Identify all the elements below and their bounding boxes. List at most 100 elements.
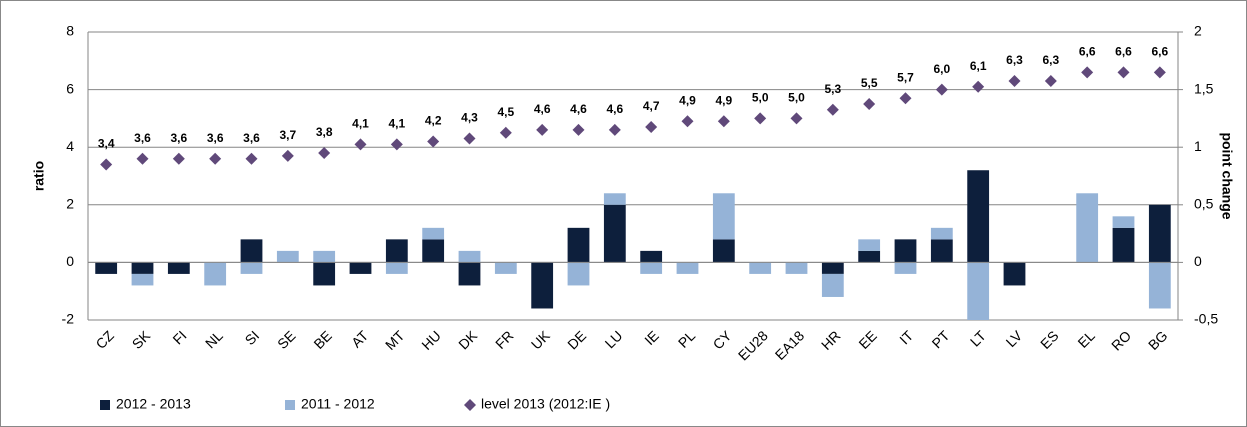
data-label: 3,8 — [316, 125, 333, 139]
data-label: 6,1 — [970, 59, 987, 73]
diamond-marker — [136, 152, 149, 165]
bar — [422, 239, 445, 263]
data-label: 4,7 — [643, 99, 660, 113]
bar — [131, 262, 154, 274]
diamond-marker — [1153, 66, 1166, 79]
diamond-marker — [536, 123, 549, 136]
bar — [204, 262, 227, 286]
bar — [712, 239, 735, 263]
bar — [821, 262, 844, 274]
diamond-marker — [318, 146, 331, 159]
diamond-marker — [608, 123, 621, 136]
bar — [894, 239, 917, 263]
data-label: 4,1 — [352, 116, 369, 130]
legend-swatch — [464, 399, 476, 411]
data-label: 4,6 — [570, 102, 587, 116]
bar — [930, 239, 953, 263]
diamond-marker — [863, 98, 876, 110]
diamond-marker — [935, 83, 948, 96]
y2-tick-label: -0,5 — [1194, 311, 1218, 327]
bar — [494, 262, 517, 274]
data-label: 4,5 — [497, 105, 514, 119]
bar — [1112, 216, 1135, 228]
y2-tick-label: 0,5 — [1194, 196, 1214, 212]
diamond-marker — [826, 103, 839, 116]
data-label: 5,3 — [824, 82, 841, 96]
data-label: 3,6 — [134, 131, 151, 145]
bar — [531, 262, 554, 309]
bar — [1148, 204, 1171, 263]
diamond-marker — [209, 152, 222, 165]
bar — [1148, 262, 1171, 309]
bar — [1003, 262, 1026, 286]
bar — [385, 239, 408, 263]
bar — [385, 262, 408, 274]
bar — [240, 262, 263, 274]
bar — [858, 239, 881, 251]
bar — [967, 262, 990, 320]
diamond-marker — [463, 132, 476, 145]
bar — [712, 193, 735, 240]
diamond-marker — [1117, 66, 1130, 79]
diamond-marker — [899, 92, 912, 105]
legend-swatch — [285, 400, 295, 410]
bar — [603, 204, 626, 263]
diamond-marker — [1081, 66, 1094, 79]
y-tick-label: 4 — [66, 138, 74, 154]
data-label: 3,6 — [170, 131, 187, 145]
diamond-marker — [1044, 74, 1057, 87]
data-label: 3,6 — [207, 131, 224, 145]
data-label: 3,6 — [243, 131, 260, 145]
diamond-marker — [245, 152, 258, 165]
y-tick-label: 0 — [66, 253, 74, 269]
bar — [967, 170, 990, 263]
y2-tick-label: 1 — [1194, 138, 1202, 154]
bar — [1076, 193, 1099, 263]
legend-label: level 2013 (2012:IE ) — [481, 396, 610, 412]
y-tick-label: 8 — [66, 23, 74, 39]
diamond-marker — [572, 123, 585, 136]
bar — [676, 262, 699, 274]
data-label: 5,5 — [861, 76, 878, 90]
bar — [567, 227, 590, 263]
bar — [422, 227, 445, 240]
bar — [167, 262, 190, 274]
bar — [567, 262, 590, 286]
legend-label: 2011 - 2012 — [301, 396, 375, 412]
diamond-marker — [281, 149, 294, 162]
bar — [131, 273, 154, 286]
diamond-marker — [100, 158, 113, 171]
diamond-marker — [681, 115, 694, 128]
data-label: 3,4 — [98, 137, 115, 151]
bar — [749, 262, 772, 274]
data-label: 6,0 — [933, 62, 950, 76]
data-label: 4,6 — [534, 102, 551, 116]
data-label: 4,6 — [606, 102, 623, 116]
data-label: 5,0 — [788, 91, 805, 105]
bar — [640, 250, 663, 263]
data-label: 5,0 — [752, 91, 769, 105]
data-label: 3,7 — [279, 128, 296, 142]
diamond-marker — [717, 115, 730, 128]
diamond-marker — [645, 121, 658, 134]
data-label: 6,6 — [1151, 44, 1168, 58]
y-tick-label: 6 — [66, 80, 74, 96]
y-tick-label: -2 — [62, 311, 75, 327]
diamond-marker — [1008, 74, 1021, 87]
legend-label: 2012 - 2013 — [116, 396, 191, 412]
bar — [821, 273, 844, 297]
diamond-marker — [499, 126, 512, 139]
data-label: 4,2 — [425, 114, 442, 128]
y-axis-label: ratio — [31, 161, 47, 191]
legend-swatch — [100, 400, 110, 410]
y2-axis-label: point change — [1219, 132, 1235, 219]
bar — [95, 262, 118, 274]
bar — [458, 250, 481, 263]
data-label: 6,6 — [1079, 44, 1096, 58]
bar — [349, 262, 372, 274]
diamond-marker — [390, 138, 403, 151]
diamond-marker — [754, 112, 767, 125]
diamond-marker — [972, 80, 985, 93]
